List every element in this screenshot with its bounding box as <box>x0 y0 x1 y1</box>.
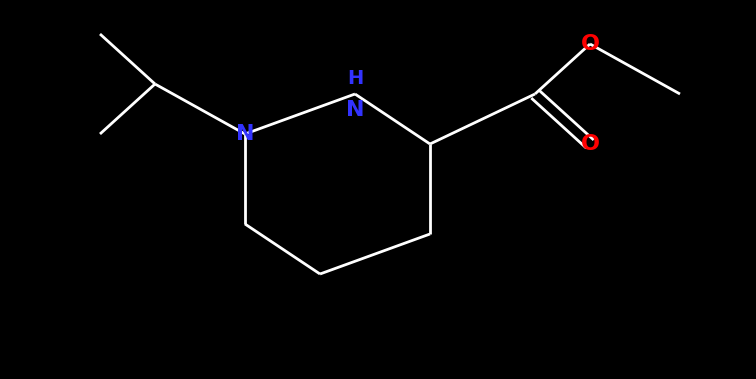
Text: N: N <box>236 124 254 144</box>
Text: O: O <box>581 134 600 154</box>
Text: O: O <box>581 34 600 54</box>
Text: N: N <box>345 100 364 120</box>
Text: H: H <box>347 69 363 88</box>
